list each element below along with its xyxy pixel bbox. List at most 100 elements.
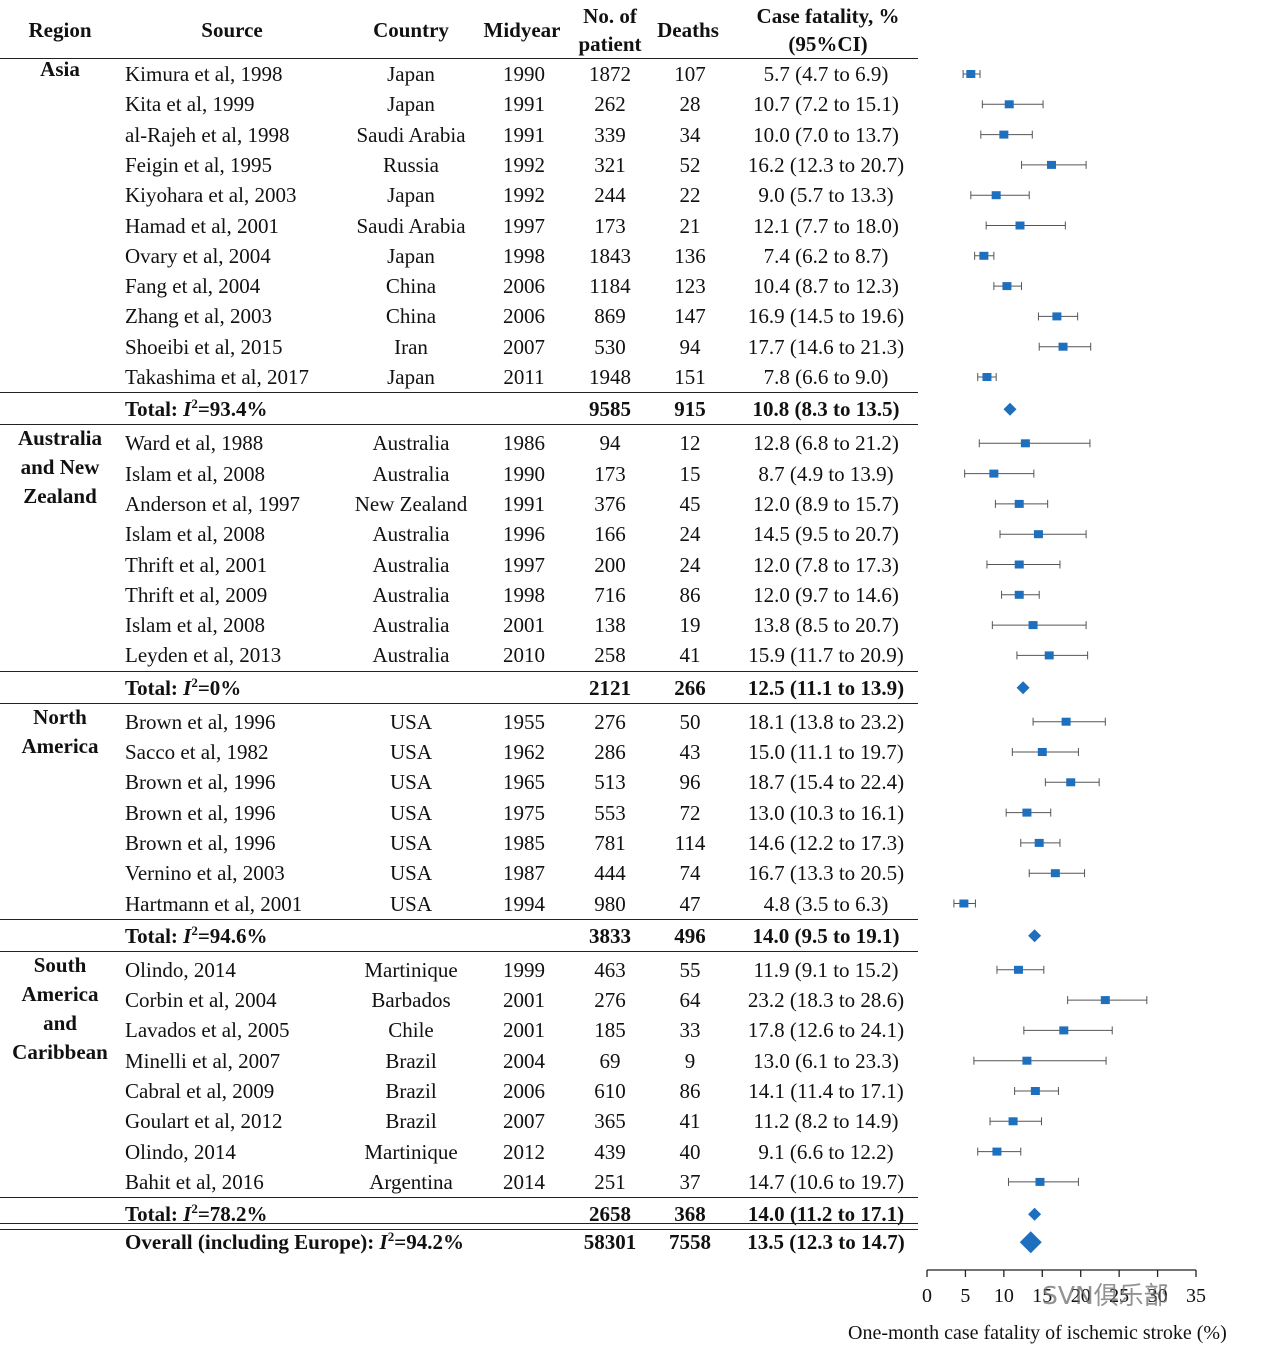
study-deaths: 22 <box>679 183 701 208</box>
study-country: Australia <box>372 613 450 638</box>
watermark-text: SVN俱乐部 <box>1042 1281 1169 1310</box>
study-deaths: 34 <box>679 122 701 147</box>
study-14-point <box>1033 530 1043 539</box>
group-total-label-2: Total: I2=94.6% <box>125 924 268 948</box>
group-total-label-3: Total: I2=78.2% <box>125 1202 268 1226</box>
study-deaths: 107 <box>674 62 706 86</box>
study-10-point <box>982 373 992 381</box>
study-cf: 23.2 (18.3 to 28.6) <box>747 988 905 1013</box>
study-cf: 4.8 (3.5 to 6.3) <box>763 891 889 916</box>
study-patients: 262 <box>594 92 626 117</box>
study-deaths: 12 <box>679 431 701 456</box>
group-total-label-2-text: Total: <box>125 923 184 948</box>
study-26-point <box>1013 965 1023 974</box>
study-country: Australia <box>372 552 450 577</box>
study-source: Lavados et al, 2005 <box>125 1018 290 1043</box>
study-source: Leyden et al, 2013 <box>125 643 282 668</box>
group-total-rule-3 <box>0 1197 918 1199</box>
study-cf: 9.0 (5.7 to 13.3) <box>758 183 894 208</box>
header-patients-line2: patient <box>578 32 642 56</box>
overall-label-text: Overall (including Europe): <box>125 1230 380 1255</box>
study-midyear: 2001 <box>503 613 545 638</box>
study-6-point <box>979 251 989 260</box>
study-cf: 18.7 (15.4 to 22.4) <box>747 770 905 795</box>
group-total-2-deaths: 496 <box>674 923 706 948</box>
header-region: Region <box>28 18 92 42</box>
group-total-rule-0 <box>0 392 918 394</box>
study-deaths: 21 <box>679 213 701 238</box>
study-country: Saudi Arabia <box>356 122 466 147</box>
overall-label-i-symbol: I <box>379 1230 388 1255</box>
study-source: Goulart et al, 2012 <box>125 1109 283 1134</box>
study-source: Brown et al, 1996 <box>125 709 276 734</box>
study-patients: 321 <box>594 152 626 177</box>
study-country: Japan <box>387 243 435 268</box>
study-source: Brown et al, 1996 <box>125 770 276 795</box>
x-axis-label: One-month case fatality of ischemic stro… <box>848 1322 1227 1344</box>
study-patients: 244 <box>594 183 626 208</box>
study-deaths: 24 <box>679 522 701 547</box>
study-source: Fang et al, 2004 <box>125 274 261 299</box>
study-midyear: 1987 <box>503 861 545 886</box>
group-total-label-3-text: Total: <box>125 1202 184 1227</box>
overall-diamond <box>1019 1231 1042 1254</box>
study-32-point <box>992 1147 1002 1156</box>
study-deaths: 28 <box>679 92 701 117</box>
region-label-0-0: Asia <box>40 57 80 81</box>
study-country: USA <box>390 770 433 795</box>
study-country: Argentina <box>369 1169 453 1194</box>
study-cf: 12.1 (7.7 to 18.0) <box>753 213 899 238</box>
study-23-point <box>1034 838 1044 847</box>
study-deaths: 123 <box>674 274 706 299</box>
header-cf-line1: Case fatality, % <box>756 4 900 28</box>
study-midyear: 2006 <box>503 274 545 299</box>
group-total-diamond-0 <box>1003 402 1017 416</box>
group-total-3-deaths: 368 <box>674 1202 706 1227</box>
study-patients: 276 <box>594 709 626 734</box>
study-country: Australia <box>372 522 450 547</box>
study-18-point <box>1044 651 1054 660</box>
study-midyear: 2012 <box>503 1139 545 1164</box>
study-deaths: 47 <box>679 891 701 916</box>
study-deaths: 43 <box>679 740 701 764</box>
study-cf: 17.7 (14.6 to 21.3) <box>747 334 905 359</box>
study-deaths: 45 <box>679 491 701 516</box>
group-total-label-2-i-symbol: I <box>183 923 192 948</box>
study-patients: 1872 <box>589 62 631 86</box>
study-midyear: 2004 <box>503 1048 545 1073</box>
study-country: Barbados <box>371 988 451 1013</box>
study-22-point <box>1022 808 1032 817</box>
study-source: Brown et al, 1996 <box>125 800 276 825</box>
study-cf: 15.9 (11.7 to 20.9) <box>748 643 904 668</box>
study-patients: 276 <box>594 988 626 1013</box>
study-20-point <box>1037 748 1047 756</box>
study-midyear: 2007 <box>503 1109 545 1134</box>
overall-patients: 58301 <box>583 1230 637 1255</box>
study-patients: 781 <box>594 830 626 855</box>
region-label-2-0: North <box>33 704 87 729</box>
study-country: Saudi Arabia <box>356 213 466 238</box>
study-midyear: 1997 <box>503 552 545 577</box>
study-deaths: 37 <box>679 1169 701 1194</box>
study-midyear: 2006 <box>503 1079 545 1103</box>
study-midyear: 1994 <box>503 891 545 916</box>
study-country: Japan <box>387 183 435 208</box>
study-source: Thrift et al, 2001 <box>125 552 268 577</box>
study-33-point <box>1035 1177 1045 1186</box>
study-country: Iran <box>394 334 428 359</box>
region-label-3-2: and <box>43 1010 77 1035</box>
header-rule <box>0 58 918 59</box>
x-tick-label-0: 0 <box>922 1285 932 1307</box>
study-deaths: 114 <box>674 830 706 855</box>
study-25-point <box>959 899 969 908</box>
header-patients-line1: No. of <box>583 4 637 28</box>
study-deaths: 136 <box>674 243 706 268</box>
study-midyear: 2006 <box>503 304 545 329</box>
header-cf-line2: (95%CI) <box>788 32 868 56</box>
study-cf: 10.0 (7.0 to 13.7) <box>753 122 899 147</box>
study-cf: 14.1 (11.4 to 17.1) <box>748 1079 904 1103</box>
study-cf: 16.9 (14.5 to 19.6) <box>747 304 905 329</box>
study-deaths: 50 <box>679 709 701 734</box>
